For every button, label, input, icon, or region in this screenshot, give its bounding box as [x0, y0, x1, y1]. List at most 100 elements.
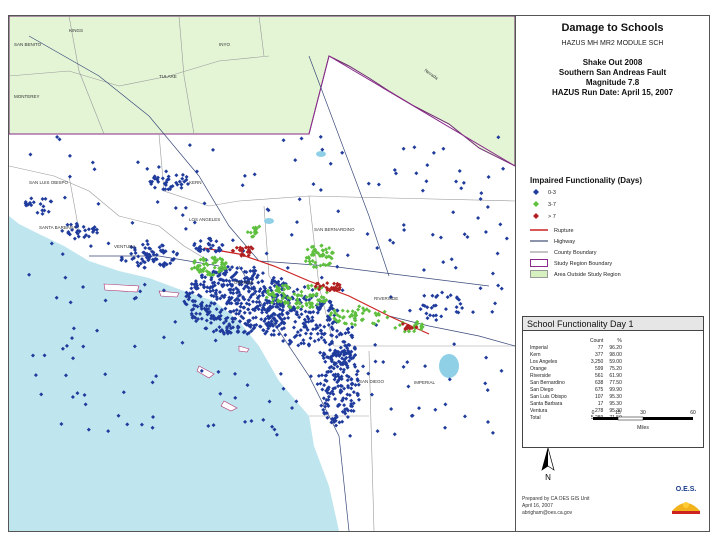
school-point-0-3[interactable] — [63, 275, 68, 280]
school-point-0-3[interactable] — [130, 256, 135, 261]
school-point-3-7[interactable] — [272, 293, 277, 298]
school-point-0-3[interactable] — [451, 210, 456, 215]
school-point-3-7[interactable] — [220, 268, 225, 273]
school-point-0-3[interactable] — [231, 291, 236, 296]
school-point-0-3[interactable] — [55, 134, 60, 139]
school-point-0-3[interactable] — [337, 420, 342, 425]
school-point-0-3[interactable] — [60, 346, 65, 351]
school-point-0-3[interactable] — [83, 402, 88, 407]
school-point-3-7[interactable] — [307, 259, 312, 264]
school-point-0-3[interactable] — [294, 399, 299, 404]
school-point-gt-7[interactable] — [239, 253, 244, 258]
school-point-0-3[interactable] — [260, 271, 265, 276]
school-point-0-3[interactable] — [236, 290, 241, 295]
school-point-0-3[interactable] — [209, 320, 214, 325]
school-point-0-3[interactable] — [221, 278, 226, 283]
school-point-0-3[interactable] — [345, 414, 350, 419]
school-point-0-3[interactable] — [244, 301, 249, 306]
school-point-0-3[interactable] — [41, 204, 46, 209]
school-point-0-3[interactable] — [255, 295, 260, 300]
school-point-0-3[interactable] — [249, 286, 254, 291]
school-point-0-3[interactable] — [266, 208, 271, 213]
school-point-gt-7[interactable] — [337, 282, 342, 287]
school-point-0-3[interactable] — [289, 232, 294, 237]
school-point-0-3[interactable] — [333, 418, 338, 423]
school-point-0-3[interactable] — [356, 382, 361, 387]
school-point-0-3[interactable] — [330, 333, 335, 338]
school-point-0-3[interactable] — [199, 368, 204, 373]
school-point-3-7[interactable] — [223, 261, 228, 266]
school-point-0-3[interactable] — [239, 280, 244, 285]
school-point-0-3[interactable] — [39, 392, 44, 397]
school-point-0-3[interactable] — [334, 413, 339, 418]
school-point-0-3[interactable] — [65, 222, 70, 227]
school-point-0-3[interactable] — [401, 222, 406, 227]
school-point-0-3[interactable] — [344, 396, 349, 401]
school-point-0-3[interactable] — [499, 368, 504, 373]
school-point-0-3[interactable] — [231, 325, 236, 330]
school-point-3-7[interactable] — [420, 324, 425, 329]
school-point-0-3[interactable] — [224, 326, 229, 331]
school-point-0-3[interactable] — [221, 330, 226, 335]
school-point-0-3[interactable] — [195, 304, 200, 309]
school-point-0-3[interactable] — [60, 228, 65, 233]
school-point-0-3[interactable] — [314, 323, 319, 328]
school-point-0-3[interactable] — [251, 315, 256, 320]
school-point-0-3[interactable] — [498, 222, 503, 227]
school-point-0-3[interactable] — [154, 374, 159, 379]
school-point-0-3[interactable] — [430, 293, 435, 298]
school-point-0-3[interactable] — [335, 264, 340, 269]
school-point-0-3[interactable] — [205, 312, 210, 317]
school-point-0-3[interactable] — [304, 297, 309, 302]
school-point-0-3[interactable] — [157, 245, 162, 250]
school-point-0-3[interactable] — [342, 386, 347, 391]
school-point-3-7[interactable] — [285, 286, 290, 291]
school-point-0-3[interactable] — [252, 308, 257, 313]
school-point-0-3[interactable] — [329, 357, 334, 362]
school-point-0-3[interactable] — [248, 269, 253, 274]
school-point-0-3[interactable] — [180, 176, 185, 181]
school-point-gt-7[interactable] — [333, 285, 338, 290]
school-point-0-3[interactable] — [123, 258, 128, 263]
school-point-0-3[interactable] — [207, 242, 212, 247]
school-point-0-3[interactable] — [150, 380, 155, 385]
school-point-0-3[interactable] — [349, 386, 354, 391]
school-point-0-3[interactable] — [29, 196, 34, 201]
school-point-0-3[interactable] — [38, 202, 43, 207]
school-point-0-3[interactable] — [277, 312, 282, 317]
school-point-3-7[interactable] — [271, 297, 276, 302]
school-point-3-7[interactable] — [257, 224, 262, 229]
school-point-0-3[interactable] — [212, 315, 217, 320]
school-point-0-3[interactable] — [265, 308, 270, 313]
school-point-3-7[interactable] — [220, 257, 225, 262]
school-point-3-7[interactable] — [223, 266, 228, 271]
school-point-0-3[interactable] — [349, 398, 354, 403]
school-point-3-7[interactable] — [253, 225, 258, 230]
school-point-3-7[interactable] — [318, 299, 323, 304]
school-point-0-3[interactable] — [443, 307, 448, 312]
school-point-0-3[interactable] — [366, 371, 371, 376]
school-point-0-3[interactable] — [184, 302, 189, 307]
school-point-0-3[interactable] — [311, 309, 316, 314]
school-point-0-3[interactable] — [281, 339, 286, 344]
school-point-0-3[interactable] — [106, 429, 111, 434]
school-point-0-3[interactable] — [280, 308, 285, 313]
school-point-0-3[interactable] — [461, 180, 466, 185]
school-point-0-3[interactable] — [417, 406, 422, 411]
school-point-gt-7[interactable] — [246, 253, 251, 258]
school-point-0-3[interactable] — [235, 329, 240, 334]
school-point-3-7[interactable] — [299, 289, 304, 294]
school-point-0-3[interactable] — [180, 340, 185, 345]
school-point-0-3[interactable] — [95, 328, 100, 333]
school-point-0-3[interactable] — [82, 235, 87, 240]
school-point-0-3[interactable] — [155, 175, 160, 180]
school-point-0-3[interactable] — [214, 239, 219, 244]
school-point-0-3[interactable] — [160, 176, 165, 181]
school-point-0-3[interactable] — [418, 307, 423, 312]
school-point-0-3[interactable] — [202, 284, 207, 289]
school-point-0-3[interactable] — [225, 315, 230, 320]
school-point-0-3[interactable] — [204, 318, 209, 323]
school-point-0-3[interactable] — [421, 268, 426, 273]
school-point-0-3[interactable] — [485, 388, 490, 393]
school-point-0-3[interactable] — [341, 352, 346, 357]
